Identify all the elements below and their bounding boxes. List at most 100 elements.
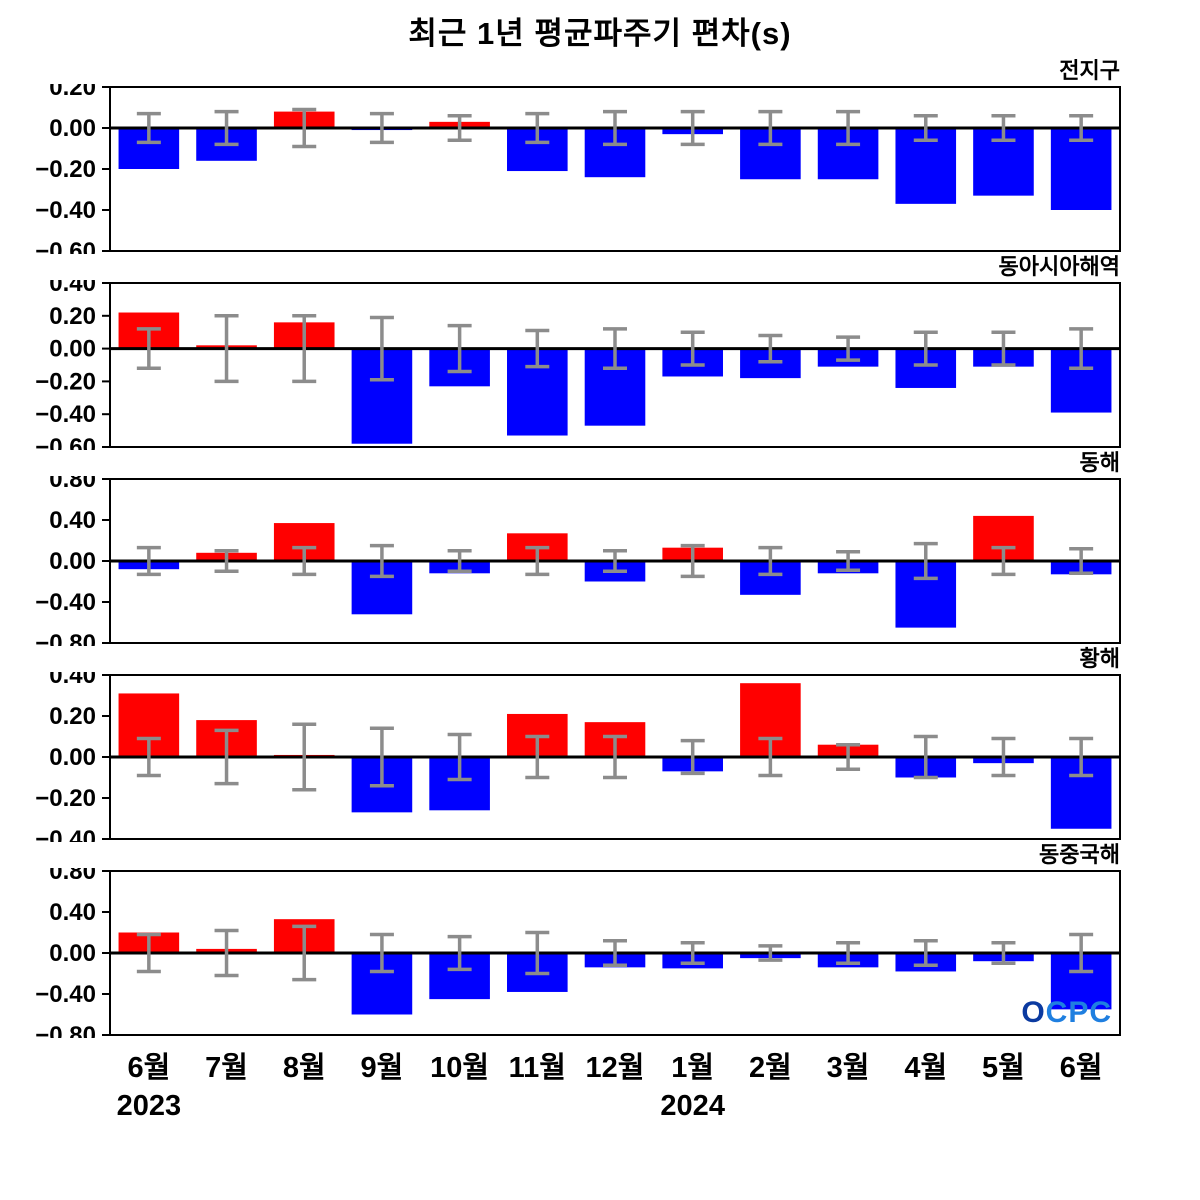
chart-panel: 0.80 0.40 0.00 −0.40 −0.80 [35,476,1121,646]
error-bar [1069,736,1094,778]
error-bar [913,734,938,780]
y-tick-label: −0.40 [35,197,96,224]
y-tick-label: 0.00 [49,336,96,363]
error-bar [991,736,1016,778]
error-bar [758,545,783,577]
y-tick-label: −0.20 [35,785,96,812]
error-bar [836,550,861,572]
x-tick-label: 4월 [904,1052,948,1084]
error-bar [214,728,239,786]
error-bar [913,113,938,143]
error-bar [836,941,861,965]
error-bar [525,545,550,577]
y-tick-label: 0.20 [49,703,96,730]
panel-block: 황해 0.40 0.20 0.00 −0.20 −0.40 [0,646,1200,842]
error-bar [603,734,627,780]
error-bar [369,932,394,974]
y-tick-label: 0.80 [49,476,96,493]
error-bar [836,109,861,147]
panel-block: 전지구 0.20 0.00 −0.20 −0.40 −0.60 [0,58,1200,254]
error-bar [991,113,1016,143]
error-bar [369,315,394,382]
error-bar [1069,327,1094,371]
error-bar [603,327,627,371]
chart-title: 최근 1년 평균파주기 편차(s) [408,16,792,51]
x-tick-label: 7월 [205,1052,248,1084]
chart-panel: 0.20 0.00 −0.20 −0.40 −0.60 [35,84,1121,254]
error-bar [680,543,705,579]
x-tick-label: 12월 [585,1052,645,1084]
y-tick-label: −0.40 [35,401,96,428]
y-tick-label: 0.40 [49,280,96,297]
error-bar [214,109,239,147]
error-bar [603,109,627,147]
x-tick-label: 6월 [1059,1052,1103,1084]
error-bar [991,941,1016,965]
error-bar [369,111,394,145]
error-bar [292,924,317,982]
error-bar [680,738,705,776]
error-bar [214,549,239,573]
y-tick-label: 0.80 [49,868,96,885]
y-tick-label: 0.20 [49,303,96,330]
error-bar [758,333,783,364]
error-bar [369,726,394,788]
error-bar [758,736,783,778]
y-tick-label: −0.40 [35,589,96,616]
x-tick-label: 1월 [671,1052,715,1084]
chart-panel: 0.80 0.40 0.00 −0.40 −0.80 [35,868,1121,1038]
panels-container: 전지구 0.20 0.00 −0.20 −0.40 −0.60 동아시아해역 0.40 0.20… [0,58,1200,1038]
x-axis-labels: 6월 7월 8월 9월 10월 11월 12월 1월 2월 3월 4월 5월 6월 [0,1044,1200,1084]
panel-border [109,282,1121,448]
panel-label: 전지구 [1059,58,1120,83]
x-tick-label: 10월 [430,1052,490,1084]
x-tick-label: 2월 [748,1052,792,1084]
error-bar [913,330,938,367]
y-tick-label: 0.20 [49,84,96,101]
error-bar [214,314,239,384]
error-bar [292,722,317,792]
y-tick-label: 0.00 [49,940,96,967]
x-tick-label: 8월 [282,1052,326,1084]
panel-block: 동중국해 0.80 0.40 0.00 −0.40 −0.80 [0,842,1200,1038]
error-bar [758,944,783,962]
error-bar [447,934,472,972]
y-tick-label: 0.40 [49,507,96,534]
y-tick-label: −0.40 [35,826,96,842]
x-tick-label: 5월 [982,1052,1025,1084]
error-bar [525,930,550,976]
panel-label: 동중국해 [1039,842,1120,867]
panel-block: 동아시아해역 0.40 0.20 0.00 −0.20 −0.40 −0.60 [0,254,1200,450]
ocpc-logo: OCPC [1021,996,1112,1029]
error-bar [447,549,472,573]
panel-block: 동해 0.80 0.40 0.00 −0.40 −0.80 [0,450,1200,646]
year-label: 2024 [660,1090,725,1122]
x-tick-label: 11월 [508,1052,566,1084]
error-bar [603,938,627,968]
error-bar [913,541,938,581]
panel-label: 동해 [1079,450,1120,475]
error-bar [991,330,1016,367]
x-tick-label: 3월 [826,1052,870,1084]
error-bar [447,113,472,143]
x-tick-label: 6월 [127,1052,171,1084]
error-bar [136,111,161,145]
error-bar [447,732,472,782]
y-tick-label: 0.40 [49,672,96,689]
error-bar [1069,546,1094,576]
error-bar [913,938,938,968]
panel-label: 황해 [1079,646,1120,671]
error-bar [603,549,627,573]
error-bar [447,323,472,374]
panel-label: 동아시아해역 [998,254,1120,279]
error-bar [680,941,705,965]
y-tick-label: 0.00 [49,115,96,142]
error-bar [525,734,550,780]
y-tick-label: 0.40 [49,899,96,926]
error-bar [292,107,317,149]
y-tick-label: −0.60 [35,434,96,450]
chart-panel: 0.40 0.20 0.00 −0.20 −0.40 −0.60 [35,280,1121,450]
error-bar [680,330,705,367]
error-bar [136,327,161,371]
